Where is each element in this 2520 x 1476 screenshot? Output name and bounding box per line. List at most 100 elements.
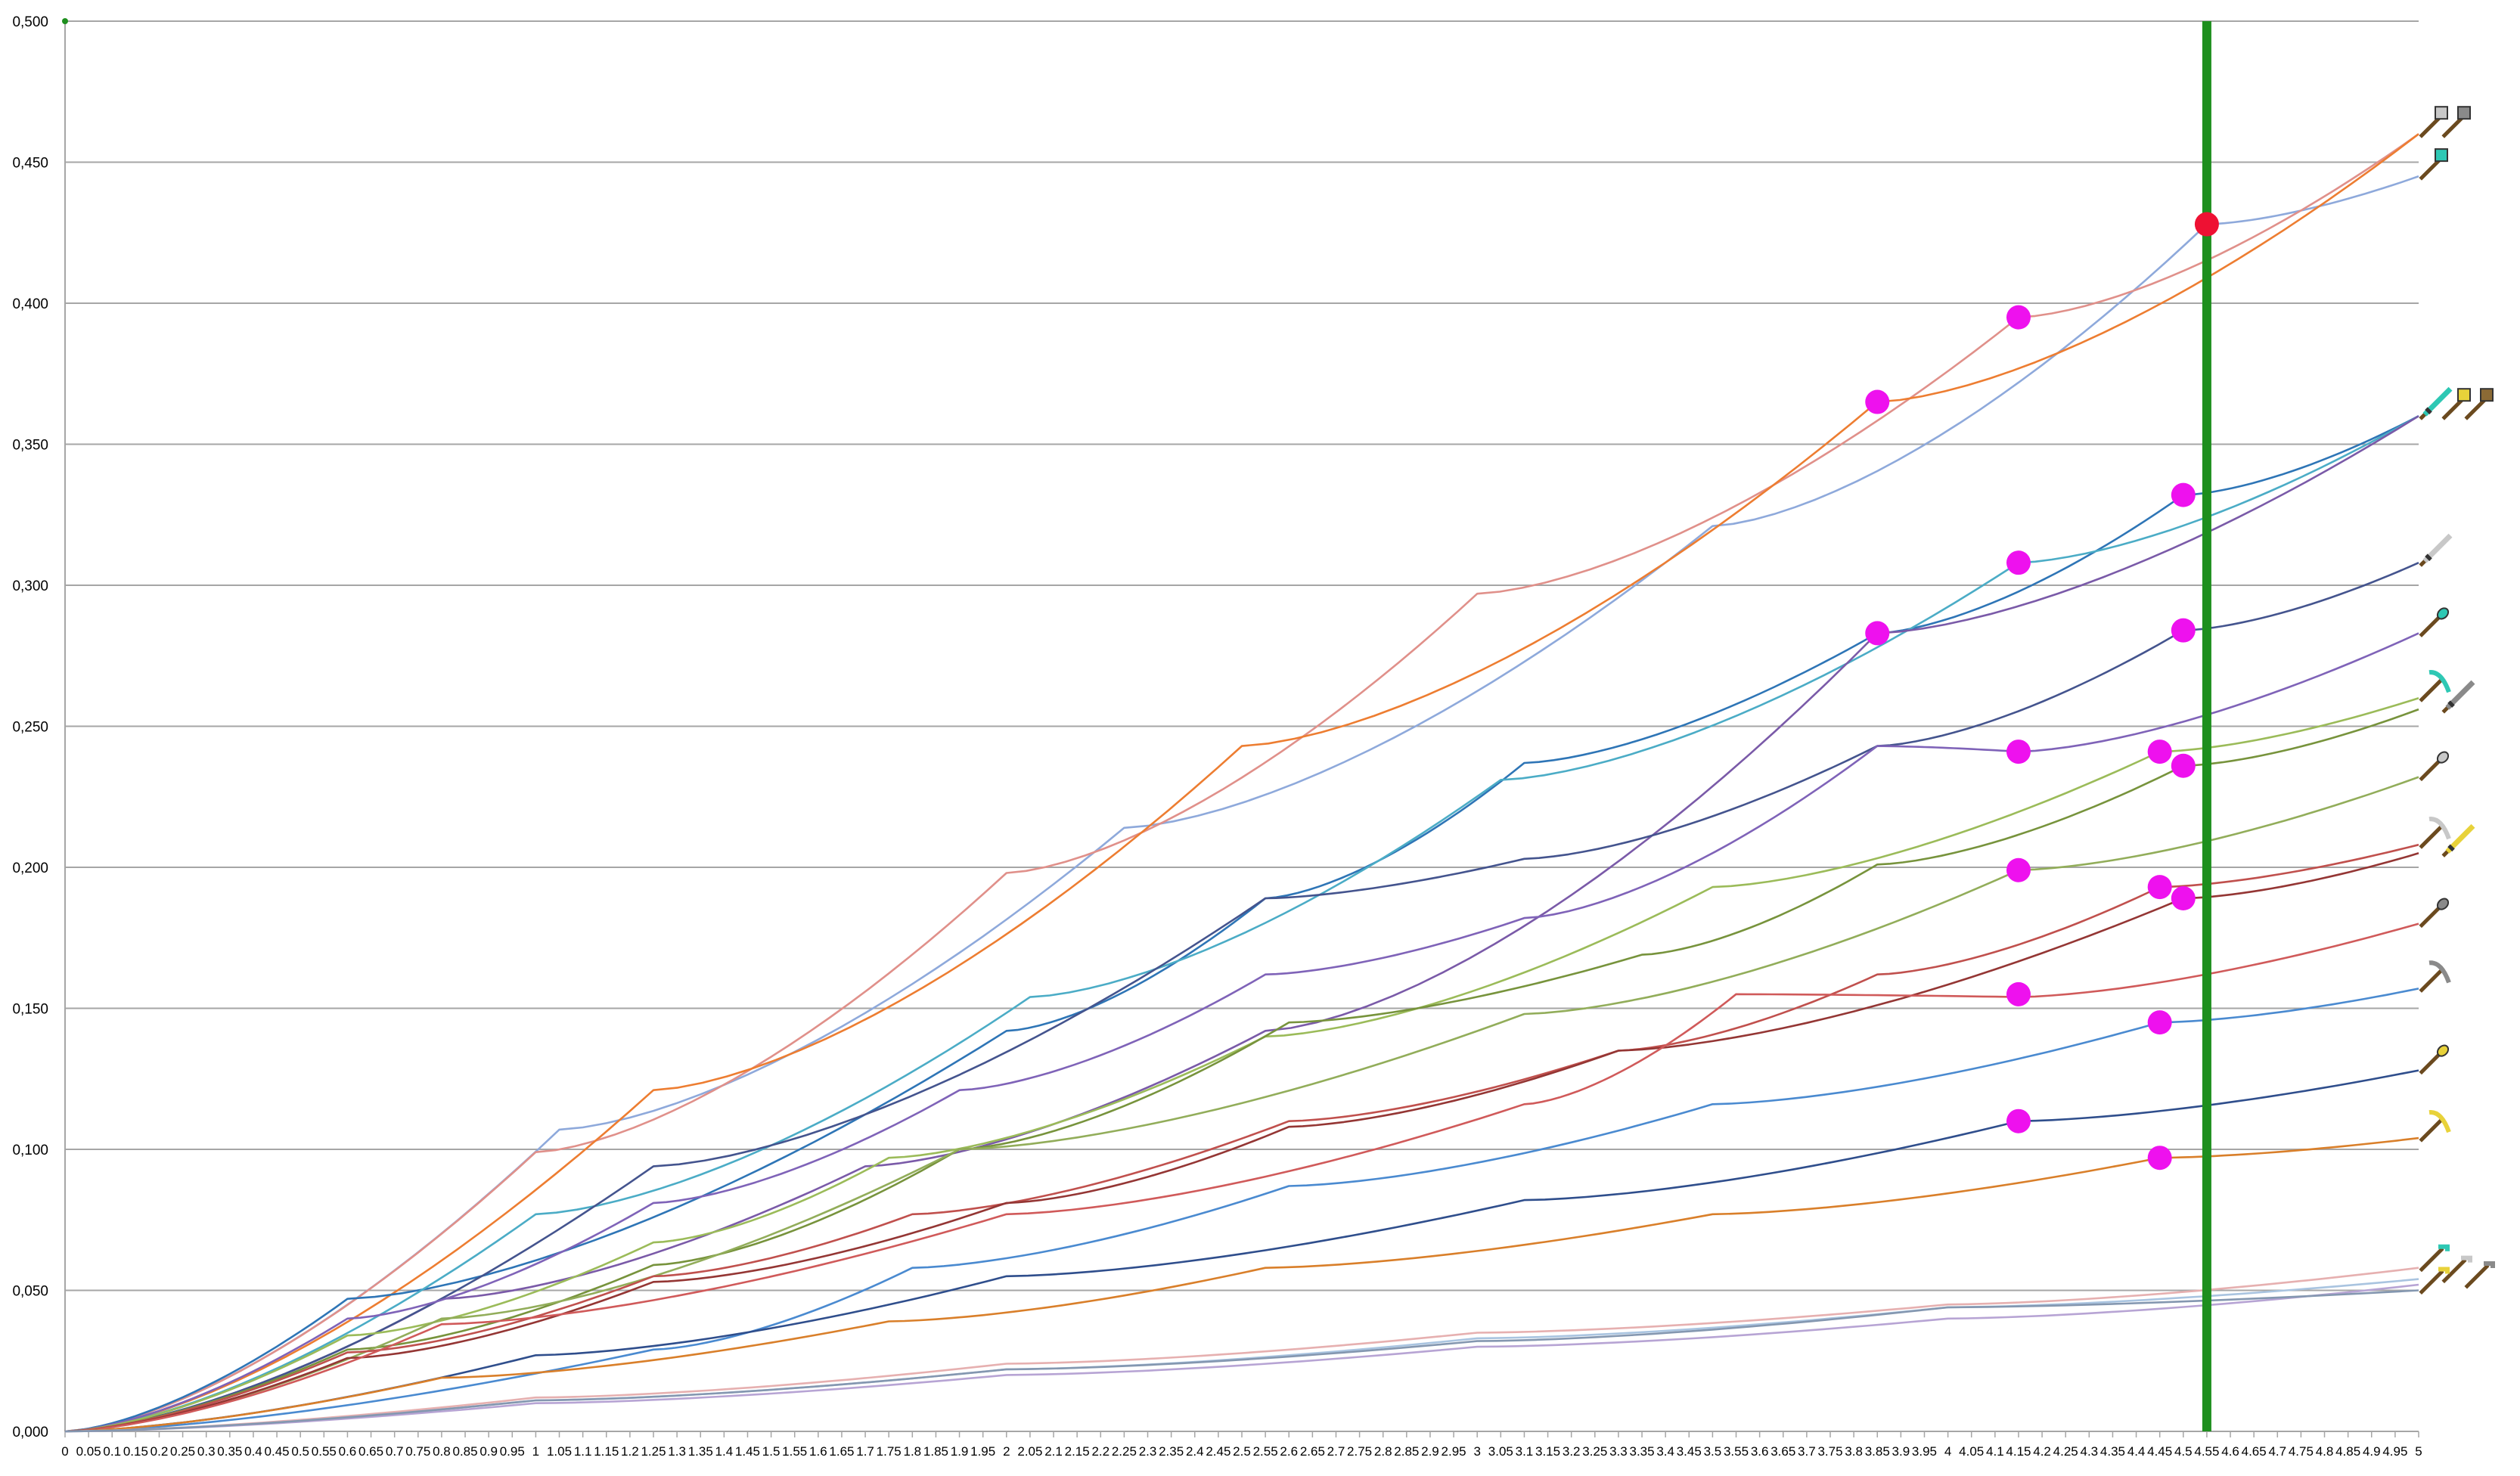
origin-dot <box>62 18 68 24</box>
x-tick-label: 0.8 <box>433 1444 451 1459</box>
x-tick-label: 3.55 <box>1724 1444 1749 1459</box>
tool-handle <box>2419 967 2444 993</box>
x-tick-label: 0.45 <box>265 1444 290 1459</box>
series-line <box>64 1289 2419 1433</box>
tool-head <box>2438 1244 2450 1251</box>
x-tick-label: 0.05 <box>76 1444 101 1459</box>
series-line <box>64 133 2419 1433</box>
x-tick-label: 1.4 <box>715 1444 734 1459</box>
y-tick-label: 0,100 <box>12 1143 48 1158</box>
point-marker <box>1865 621 1890 646</box>
x-tick-label: 4.25 <box>2053 1444 2078 1459</box>
x-tick-label: 0.15 <box>123 1444 148 1459</box>
x-tick-label: 4.75 <box>2289 1444 2314 1459</box>
x-tick-label: 2.55 <box>1253 1444 1278 1459</box>
x-tick-label: 2.85 <box>1394 1444 1419 1459</box>
x-tick-label: 4.5 <box>2174 1444 2193 1459</box>
series-line <box>64 1278 2419 1433</box>
series-line <box>64 415 2419 1433</box>
golden-pickaxe-icon <box>2419 1110 2451 1143</box>
x-tick-label: 5 <box>2415 1444 2422 1459</box>
x-tick-label: 1.1 <box>574 1444 592 1459</box>
x-tick-label: 4.7 <box>2268 1444 2286 1459</box>
x-tick-label: 1.7 <box>856 1444 874 1459</box>
series-line <box>64 696 2419 1433</box>
tool-head <box>2428 1110 2451 1133</box>
tool-handle <box>2464 1264 2490 1289</box>
tool-head <box>2457 106 2471 120</box>
tool-guard <box>2425 407 2432 414</box>
x-tick-label: 2.15 <box>1065 1444 1090 1459</box>
golden-hoe-icon <box>2419 1267 2450 1295</box>
x-tick-label: 4.95 <box>2382 1444 2407 1459</box>
y-tick-label: 0,500 <box>12 14 48 30</box>
x-tick-label: 3.3 <box>1609 1444 1628 1459</box>
x-tick-label: 1.05 <box>547 1444 572 1459</box>
y-tick-label: 0,000 <box>12 1425 48 1440</box>
x-tick-label: 0.85 <box>452 1444 477 1459</box>
x-tick-label: 3.7 <box>1798 1444 1816 1459</box>
series-line <box>64 776 2419 1433</box>
tool-handle <box>2419 823 2444 849</box>
tool-handle <box>2419 1117 2444 1143</box>
stone-axe-icon <box>2441 106 2471 138</box>
x-tick-label: 2 <box>1003 1444 1010 1459</box>
x-tick-label: 3.05 <box>1488 1444 1513 1459</box>
x-tick-label: 1.25 <box>641 1444 666 1459</box>
x-tick-label: 2.25 <box>1112 1444 1137 1459</box>
x-tick-label: 2.45 <box>1206 1444 1231 1459</box>
x-tick-label: 3.45 <box>1677 1444 1702 1459</box>
x-tick-label: 1 <box>532 1444 539 1459</box>
x-tick-label: 2.1 <box>1044 1444 1063 1459</box>
x-tick-label: 0.1 <box>103 1444 121 1459</box>
x-tick-label: 3.2 <box>1563 1444 1581 1459</box>
x-tick-label: 3.25 <box>1582 1444 1607 1459</box>
tool-head <box>2436 607 2450 620</box>
point-marker <box>2006 305 2031 330</box>
series-line <box>64 843 2419 1433</box>
x-tick-label: 2.7 <box>1327 1444 1345 1459</box>
point-marker <box>1865 389 1890 414</box>
tool-head <box>2484 1261 2495 1268</box>
x-tick-label: 3.8 <box>1845 1444 1863 1459</box>
x-tick-label: 4 <box>1944 1444 1951 1459</box>
x-tick-label: 0.35 <box>217 1444 242 1459</box>
tool-head <box>2436 1044 2450 1057</box>
series-line <box>64 632 2419 1433</box>
x-tick-label: 3.35 <box>1629 1444 1654 1459</box>
tool-head <box>2457 388 2471 402</box>
x-tick-label: 1.75 <box>877 1444 902 1459</box>
x-tick-label: 4.6 <box>2221 1444 2239 1459</box>
x-tick-label: 3 <box>1473 1444 1480 1459</box>
x-tick-label: 1.6 <box>809 1444 827 1459</box>
point-marker <box>2006 550 2031 575</box>
x-tick-label: 4.85 <box>2335 1444 2360 1459</box>
point-marker <box>2171 886 2196 911</box>
x-tick-label: 3.5 <box>1704 1444 1722 1459</box>
x-tick-label: 1.2 <box>621 1444 639 1459</box>
series-lines <box>64 133 2419 1433</box>
y-tick-label: 0,200 <box>12 860 48 876</box>
x-tick-label: 1.3 <box>668 1444 686 1459</box>
x-tick-label: 3.1 <box>1516 1444 1534 1459</box>
x-tick-label: 2.3 <box>1139 1444 1157 1459</box>
x-tick-label: 1.95 <box>970 1444 995 1459</box>
series-line <box>64 415 2419 1433</box>
tool-head <box>2428 960 2451 984</box>
point-marker <box>2171 753 2196 778</box>
x-tick-label: 0.75 <box>405 1444 430 1459</box>
x-tick-label: 0.6 <box>339 1444 357 1459</box>
series-line <box>64 133 2419 1433</box>
tool-head <box>2428 670 2451 693</box>
x-tick-label: 2.75 <box>1347 1444 1372 1459</box>
x-tick-label: 1.9 <box>951 1444 969 1459</box>
y-tick-label: 0,250 <box>12 720 48 736</box>
x-tick-label: 2.2 <box>1091 1444 1109 1459</box>
tool-head <box>2435 148 2448 163</box>
x-tick-label: 0 <box>61 1444 68 1459</box>
tool-handle <box>2419 1269 2444 1295</box>
y-tick-label: 0,350 <box>12 438 48 454</box>
x-tick-label: 3.85 <box>1865 1444 1890 1459</box>
x-tick-label: 3.95 <box>1912 1444 1937 1459</box>
